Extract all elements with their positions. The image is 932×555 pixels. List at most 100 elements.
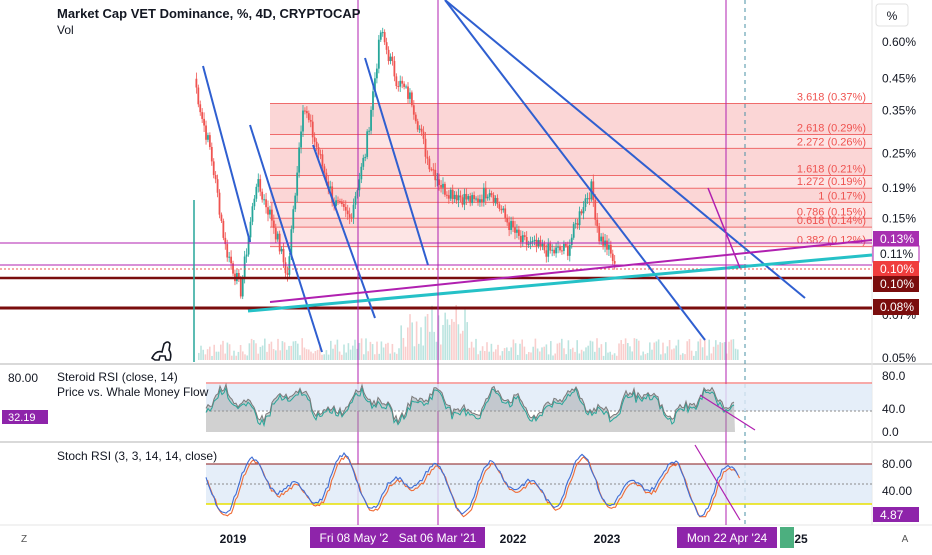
trendline-blue[interactable] bbox=[364, 57, 429, 266]
fibonacci-zones[interactable] bbox=[270, 102, 872, 248]
percent-button[interactable]: % bbox=[887, 9, 898, 23]
volume-bar bbox=[646, 352, 649, 360]
candle-body bbox=[496, 197, 499, 205]
volume-bar bbox=[301, 338, 303, 360]
candle-body bbox=[280, 248, 283, 252]
volume-bar bbox=[517, 354, 519, 360]
vertical-marker-tag[interactable] bbox=[677, 527, 777, 548]
auto-scale-button[interactable]: A bbox=[902, 534, 909, 545]
support-lines[interactable] bbox=[0, 242, 872, 310]
fib-zone[interactable] bbox=[270, 188, 872, 203]
vertical-marker-tag[interactable] bbox=[390, 527, 485, 548]
volume-bar bbox=[462, 330, 464, 360]
trendline-blue[interactable] bbox=[312, 144, 376, 319]
candle-body bbox=[602, 236, 604, 246]
volume-bar bbox=[325, 350, 328, 360]
volume-bar bbox=[237, 351, 240, 360]
candle-body bbox=[523, 235, 526, 238]
trendline-blue[interactable] bbox=[444, 0, 706, 341]
volume-bar bbox=[455, 304, 457, 360]
volume-bar bbox=[396, 353, 398, 360]
chart-title: Market Cap VET Dominance, %, 4D, CRYPTOC… bbox=[57, 6, 361, 21]
candle-body bbox=[434, 169, 437, 181]
candle-body bbox=[319, 154, 322, 156]
candle-body bbox=[533, 239, 536, 242]
volume-bar bbox=[451, 319, 453, 360]
fib-zone[interactable] bbox=[270, 148, 872, 176]
volume-bar bbox=[580, 349, 583, 360]
volume-bar bbox=[712, 346, 715, 360]
trendline-blue[interactable] bbox=[249, 124, 323, 353]
fib-level-label: 2.618 (0.29%) bbox=[797, 122, 866, 134]
trendline-blue[interactable] bbox=[202, 65, 251, 243]
trendline-cyan[interactable] bbox=[247, 253, 873, 313]
volume-bar bbox=[684, 354, 686, 360]
vertical-marker-tag[interactable] bbox=[310, 527, 398, 548]
rsi-trendline[interactable] bbox=[699, 394, 756, 431]
range-marker[interactable] bbox=[780, 527, 794, 548]
candle-body bbox=[348, 214, 351, 218]
candle-body bbox=[568, 245, 571, 256]
candle-body bbox=[586, 198, 589, 200]
volume-bar bbox=[277, 338, 279, 360]
volume-bar bbox=[583, 351, 585, 360]
fib-zone[interactable] bbox=[270, 218, 872, 228]
candle-body bbox=[608, 244, 610, 250]
volume-bar bbox=[561, 338, 563, 360]
volume-bar bbox=[552, 355, 554, 360]
candle-body bbox=[484, 187, 487, 199]
candle-body bbox=[553, 249, 556, 254]
price-axis[interactable]: 0.60%0.45%0.35%0.25%0.19%0.15%0.07%0.05% bbox=[882, 35, 916, 365]
volume-bar bbox=[360, 338, 363, 360]
fib-zone[interactable] bbox=[270, 134, 872, 149]
candle-body bbox=[588, 198, 591, 200]
stoch-trendline[interactable] bbox=[694, 444, 741, 521]
fib-zone[interactable] bbox=[270, 103, 872, 135]
stoch-current-value: 4.87 bbox=[880, 508, 904, 522]
vertical-marker-labels[interactable]: Fri 08 May '2 Sat 06 Mar '21 Mon 22 Apr '2… bbox=[310, 527, 777, 548]
rsi-axis-tick: 40.0 bbox=[882, 402, 906, 416]
candle-body bbox=[412, 105, 415, 115]
fib-zone[interactable] bbox=[270, 202, 872, 219]
volume-bar bbox=[343, 344, 345, 360]
candle-body bbox=[486, 196, 489, 199]
volume-bar bbox=[259, 346, 262, 360]
candle-body bbox=[403, 83, 406, 87]
price-tag-text: 0.10% bbox=[880, 277, 914, 291]
volume-bar bbox=[668, 339, 671, 360]
volume-bar bbox=[635, 338, 638, 360]
volume-bar bbox=[290, 345, 292, 360]
volume-bar bbox=[264, 338, 266, 360]
price-axis-tick: 0.15% bbox=[882, 211, 916, 225]
volume-bar bbox=[316, 349, 319, 360]
candle-body bbox=[490, 193, 493, 196]
rsi-axis[interactable]: 80.0 40.0 0.0 bbox=[882, 369, 906, 439]
volume-bar bbox=[213, 344, 215, 360]
volume-bar bbox=[393, 352, 396, 360]
volume-bar bbox=[209, 346, 211, 360]
volume-bar bbox=[536, 348, 539, 360]
volume-bar bbox=[231, 355, 233, 360]
stoch-axis[interactable]: 80.00 40.00 4.87 bbox=[873, 457, 919, 522]
volume-bar bbox=[275, 350, 277, 360]
candle-body bbox=[580, 211, 583, 214]
time-axis[interactable]: 2019 2022 2023 25 bbox=[220, 532, 808, 546]
candle-body bbox=[265, 199, 267, 208]
timezone-icon[interactable]: Z bbox=[21, 534, 27, 545]
volume-bar bbox=[310, 351, 312, 360]
dinosaur-icon[interactable] bbox=[150, 341, 172, 361]
trendline-magenta[interactable] bbox=[269, 239, 873, 303]
candle-body bbox=[356, 190, 359, 197]
candle-body bbox=[407, 86, 409, 99]
vertical-markers[interactable] bbox=[193, 0, 746, 525]
volume-bar bbox=[627, 343, 629, 360]
volume-bar bbox=[444, 312, 446, 360]
volume-bar bbox=[651, 349, 653, 360]
trendline-magenta-short[interactable] bbox=[707, 187, 741, 269]
candle-body bbox=[255, 186, 258, 199]
percent-button-frame[interactable] bbox=[875, 3, 909, 27]
fib-zone[interactable] bbox=[270, 175, 872, 189]
candle-body bbox=[455, 194, 458, 201]
